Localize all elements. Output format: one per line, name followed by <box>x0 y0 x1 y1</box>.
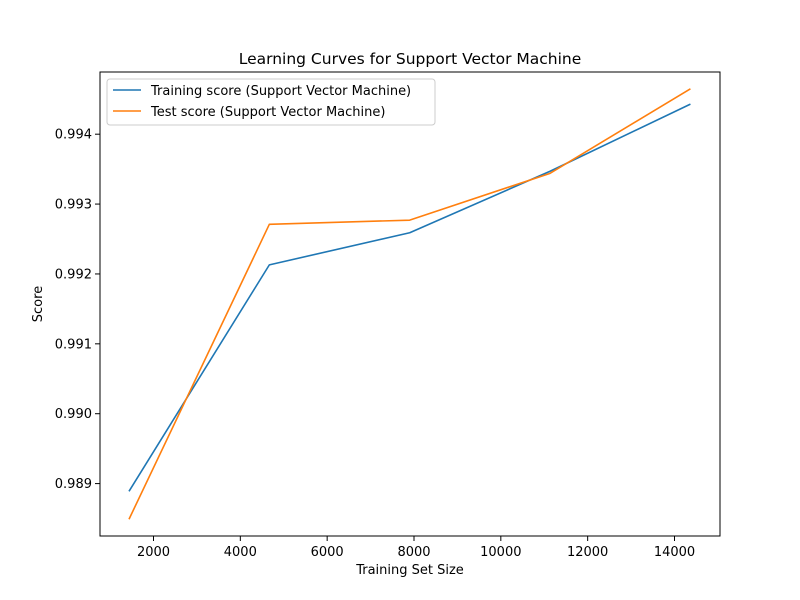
x-tick-label: 2000 <box>137 545 170 560</box>
y-tick-label: 0.989 <box>55 477 92 492</box>
x-axis-ticks: 2000 4000 6000 8000 10000 12000 14000 <box>137 536 695 560</box>
test-score-line <box>128 88 691 520</box>
x-tick-label: 6000 <box>311 545 344 560</box>
y-tick-label: 0.992 <box>55 267 92 282</box>
x-axis-label: Training Set Size <box>355 563 464 578</box>
y-tick-label: 0.993 <box>55 198 92 213</box>
x-tick-label: 14000 <box>654 545 695 560</box>
y-axis-label: Score <box>31 286 46 322</box>
y-tick-label: 0.990 <box>55 407 92 422</box>
legend-box <box>106 78 436 126</box>
legend: Training score (Support Vector Machine) … <box>106 78 436 126</box>
x-tick-label: 12000 <box>567 545 608 560</box>
axes-frame <box>99 71 721 537</box>
y-tick-label: 0.991 <box>55 337 92 352</box>
plot-area <box>99 71 721 537</box>
legend-label-training: Training score (Support Vector Machine) <box>150 84 411 99</box>
training-score-line <box>128 103 691 492</box>
y-tick-label: 0.994 <box>55 128 92 143</box>
y-axis-ticks: 0.989 0.990 0.991 0.992 0.993 0.994 <box>55 128 100 492</box>
chart-title: Learning Curves for Support Vector Machi… <box>239 50 582 68</box>
x-tick-label: 8000 <box>397 545 430 560</box>
series-layer <box>128 88 691 520</box>
legend-label-test: Test score (Support Vector Machine) <box>150 105 385 120</box>
x-tick-label: 10000 <box>480 545 521 560</box>
x-tick-label: 4000 <box>224 545 257 560</box>
